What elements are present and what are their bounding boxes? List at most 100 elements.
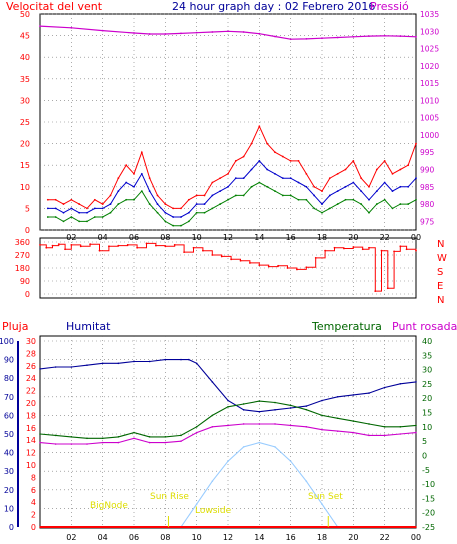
point-avg	[250, 168, 253, 171]
point-low	[62, 220, 65, 223]
point-direction	[305, 266, 308, 269]
point-humidity	[164, 358, 167, 361]
point-low	[360, 203, 363, 205]
point-avg	[180, 216, 182, 218]
time-tick-label: 06	[129, 533, 139, 542]
point-temperature	[70, 436, 73, 438]
point-low	[313, 207, 316, 210]
point-dewpoint	[101, 441, 104, 444]
point-direction	[258, 264, 261, 267]
point-humidity	[289, 407, 292, 409]
point-humidity	[305, 405, 308, 407]
point-solar	[227, 460, 229, 462]
point-avg	[93, 207, 96, 210]
point-humidity	[180, 358, 182, 361]
point-gust	[86, 207, 88, 210]
direction-tick-label: 0	[25, 290, 30, 299]
point-humidity	[336, 396, 339, 398]
point-direction	[374, 290, 377, 293]
point-gust	[140, 151, 143, 154]
point-avg	[164, 211, 167, 214]
point-temperature	[54, 434, 57, 437]
point-pressure	[39, 25, 41, 27]
point-direction	[117, 244, 120, 247]
point-direction	[361, 248, 364, 251]
point-gust	[336, 172, 339, 175]
direction-tick-label: 90	[20, 277, 30, 286]
point-avg	[321, 203, 323, 205]
temperature-tick-label: 35	[422, 351, 432, 360]
point-temperature	[86, 437, 88, 440]
time-tick-label: 20	[348, 533, 358, 542]
point-direction	[386, 287, 389, 290]
point-gust	[383, 159, 386, 162]
series-line-gust	[47, 125, 417, 210]
point-gust	[234, 159, 237, 162]
point-avg	[328, 194, 331, 197]
point-avg	[140, 172, 143, 175]
point-low	[140, 190, 143, 193]
annotation-sun-rise: Sun Rise	[150, 492, 189, 502]
point-pressure	[148, 33, 151, 35]
point-direction	[192, 246, 195, 249]
point-low	[133, 198, 135, 201]
point-temperature	[39, 433, 41, 435]
point-direction	[45, 246, 48, 249]
point-temperature	[321, 414, 323, 417]
rain-tick-label: 2	[31, 511, 36, 520]
point-humidity	[211, 381, 214, 383]
point-dewpoint	[117, 441, 120, 444]
rain-tick-label: 28	[26, 349, 36, 358]
series-line-avg	[47, 160, 417, 218]
point-pressure	[242, 31, 245, 33]
point-low	[266, 185, 269, 188]
pressure-tick-label: 985	[420, 183, 435, 192]
point-humidity	[399, 382, 402, 385]
point-low	[78, 220, 81, 223]
point-low	[101, 216, 104, 218]
point-avg	[70, 207, 73, 210]
point-avg	[297, 181, 300, 184]
rain-tick-label: 30	[26, 337, 36, 346]
point-dewpoint	[368, 434, 370, 437]
direction-tick-label: 270	[15, 251, 30, 260]
point-humidity	[415, 381, 417, 383]
point-low	[321, 211, 323, 214]
point-avg	[383, 181, 386, 184]
point-temperature	[148, 436, 151, 438]
rain-tick-label: 12	[26, 449, 36, 458]
point-gust	[266, 142, 269, 145]
point-direction	[380, 249, 383, 252]
point-avg	[172, 216, 175, 218]
point-gust	[211, 181, 214, 184]
time-tick-label: 14	[254, 533, 264, 542]
point-low	[234, 194, 237, 197]
humidity-tick-label: 60	[4, 411, 14, 420]
point-direction	[51, 244, 54, 247]
humidity-tick-label: 30	[4, 467, 14, 476]
point-low	[156, 211, 159, 214]
point-gust	[227, 172, 229, 175]
point-temperature	[305, 408, 308, 411]
rain-tick-label: 26	[26, 362, 36, 371]
pressure-tick-label: 1005	[420, 114, 439, 123]
point-gust	[46, 198, 49, 201]
point-humidity	[133, 360, 135, 363]
humidity-label: Humitat	[66, 320, 111, 333]
temperature-tick-label: 5	[422, 437, 427, 446]
point-solar	[274, 446, 276, 448]
point-direction	[314, 256, 317, 259]
point-low	[164, 220, 167, 223]
point-direction	[126, 243, 129, 246]
point-low	[305, 198, 308, 201]
point-humidity	[242, 409, 245, 411]
point-gust	[78, 203, 81, 205]
rain-tick-label: 18	[26, 411, 36, 420]
direction-tick-label: 180	[15, 264, 30, 273]
point-low	[407, 203, 410, 205]
humidity-axis: 0 10 20 30 40 50 60 70 80 90 100	[0, 337, 19, 532]
point-temperature	[289, 404, 292, 407]
point-avg	[203, 203, 206, 205]
wind-pressure-grid	[40, 13, 416, 231]
